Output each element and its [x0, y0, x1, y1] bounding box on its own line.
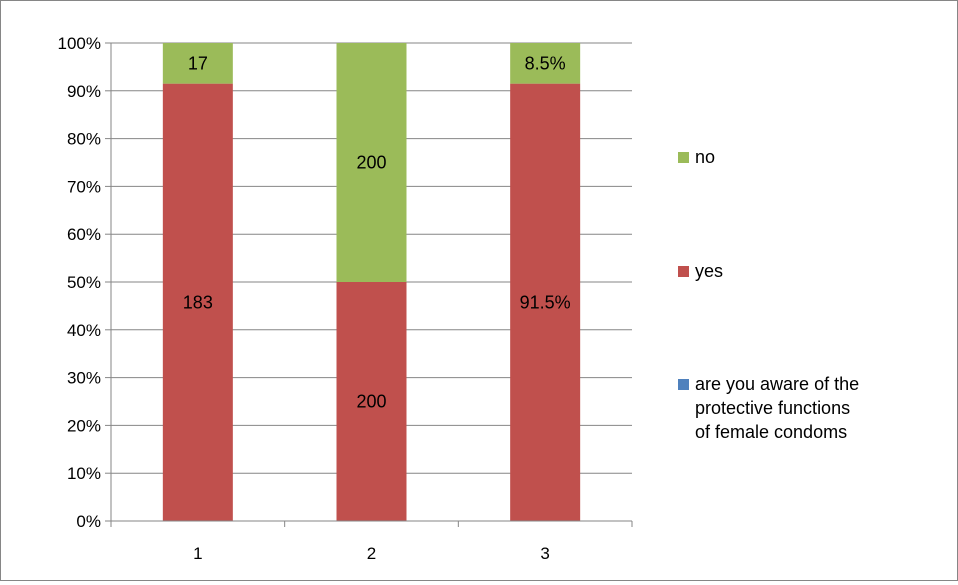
data-label: 8.5%: [525, 53, 566, 73]
legend-label: no: [695, 147, 715, 167]
y-tick-label: 60%: [67, 225, 101, 244]
legend-swatch: [678, 266, 689, 277]
data-labels: 183 17 200 200 91.5% 8.5%: [183, 53, 571, 411]
data-label: 200: [356, 153, 386, 173]
y-tick-label: 90%: [67, 82, 101, 101]
bar-segment-yes: [510, 83, 581, 521]
data-label: 91.5%: [520, 292, 571, 312]
data-label: 183: [183, 292, 213, 312]
x-tick-label: 1: [193, 544, 202, 563]
x-tick-label: 3: [540, 544, 549, 563]
y-tick-label: 40%: [67, 321, 101, 340]
y-tick-label: 70%: [67, 177, 101, 196]
y-tick-label: 80%: [67, 130, 101, 149]
x-tick-label: 2: [367, 544, 376, 563]
y-tick-label: 30%: [67, 369, 101, 388]
data-label: 17: [188, 53, 208, 73]
bar-segment-yes: [336, 282, 407, 521]
bar-segment-no: [510, 43, 581, 84]
legend: no yes are you aware of the protective func…: [678, 147, 859, 442]
y-tick-label: 0%: [76, 512, 101, 531]
bar-segment-no: [162, 43, 233, 84]
axes: 0% 10% 20% 30% 40% 50% 60% 70% 80% 90% 100% 1 2 3: [58, 34, 633, 563]
legend-label: yes: [695, 261, 723, 281]
legend-label: are you aware of the protective functions…: [695, 374, 859, 442]
bar-segment-yes: [162, 83, 233, 521]
y-tick-label: 50%: [67, 273, 101, 292]
y-tick-label: 10%: [67, 464, 101, 483]
bar-segment-no: [336, 43, 407, 282]
legend-swatch: [678, 379, 689, 390]
bars: [162, 43, 581, 521]
legend-swatch: [678, 152, 689, 163]
data-label: 200: [356, 392, 386, 412]
y-tick-label: 20%: [67, 416, 101, 435]
y-tick-label: 100%: [58, 34, 101, 53]
